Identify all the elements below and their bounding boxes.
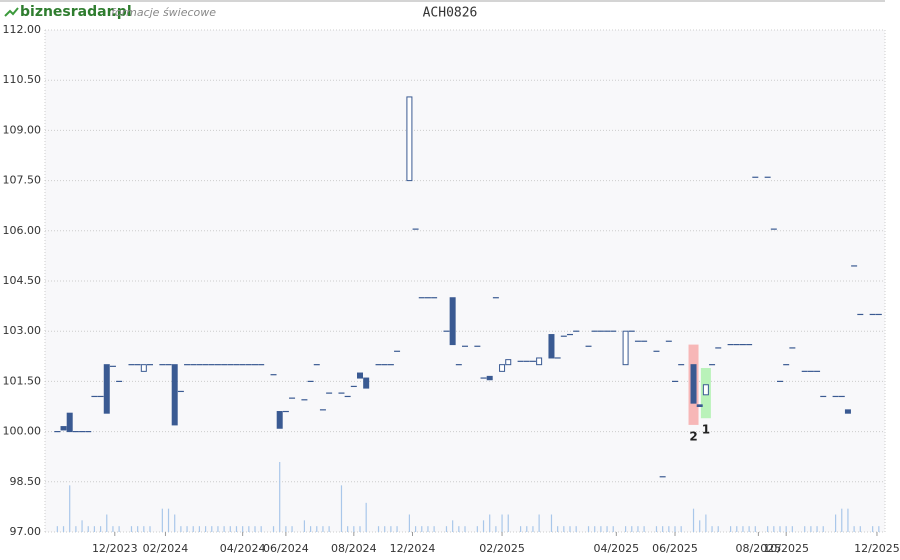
x-tick-label: 08/2024 — [331, 542, 377, 555]
y-tick-label: 107.50 — [3, 174, 42, 187]
candle — [505, 359, 512, 366]
x-tick-label: 08/2025 — [736, 542, 782, 555]
pattern-label: 2 — [689, 429, 697, 443]
candle — [357, 372, 363, 379]
candle — [66, 412, 73, 433]
x-tick-label: 12/2025 — [854, 542, 900, 555]
y-tick-label: 101.50 — [3, 374, 42, 387]
y-tick-label: 104.50 — [3, 274, 42, 287]
y-tick-label: 106.00 — [3, 224, 42, 237]
x-tick-label: 06/2025 — [652, 542, 698, 555]
logo: biznesradar.pl — [20, 4, 132, 20]
candle — [499, 364, 506, 372]
candle — [103, 364, 110, 414]
y-tick-label: 103.00 — [3, 324, 42, 337]
y-tick-label: 109.00 — [3, 123, 42, 136]
candle — [622, 330, 629, 366]
candle — [171, 364, 178, 426]
x-tick-label: 04/2025 — [593, 542, 639, 555]
candle — [140, 364, 147, 372]
candle — [696, 404, 703, 407]
candle — [363, 377, 370, 389]
y-tick-label: 100.00 — [3, 425, 42, 438]
chart-title: ACH0826 — [423, 6, 478, 21]
x-tick-label: 02/2025 — [479, 542, 525, 555]
candle — [406, 96, 413, 182]
candle — [690, 364, 697, 404]
x-tick-label: 06/2024 — [263, 542, 309, 555]
candle — [60, 426, 67, 431]
x-tick-label: 10/2025 — [763, 542, 809, 555]
x-tick-label: 02/2024 — [143, 542, 189, 555]
y-tick-label: 110.50 — [3, 73, 42, 86]
x-tick-label: 12/2023 — [92, 542, 138, 555]
y-tick-label: 112.00 — [3, 23, 42, 36]
candle — [702, 384, 709, 396]
subtitle: formacje świecowe — [111, 6, 216, 19]
pattern-label: 1 — [702, 423, 710, 437]
candle — [449, 297, 456, 346]
x-tick-label: 12/2024 — [390, 542, 436, 555]
candle — [548, 334, 555, 359]
y-tick-label: 98.50 — [10, 475, 42, 488]
x-tick-label: 04/2024 — [220, 542, 266, 555]
candle — [536, 357, 543, 366]
candle — [486, 375, 493, 381]
y-tick-label: 97.00 — [10, 525, 42, 538]
candle — [844, 409, 851, 414]
logo-icon — [4, 7, 19, 17]
candle — [276, 411, 283, 429]
